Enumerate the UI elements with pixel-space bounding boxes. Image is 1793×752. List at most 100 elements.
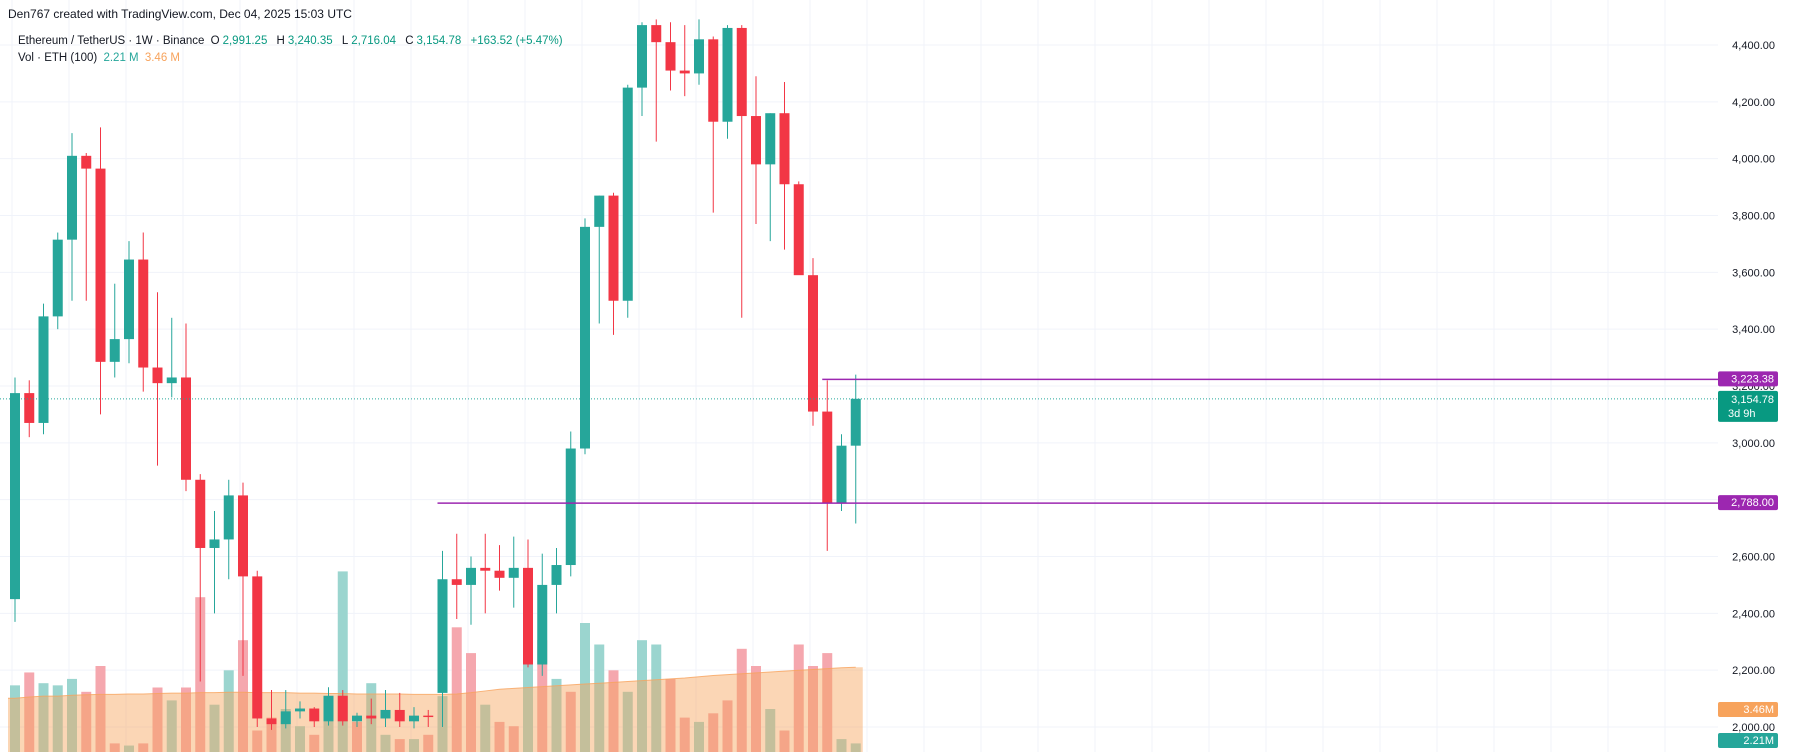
countdown-badge: 3d 9h (1728, 408, 1756, 420)
candle (551, 547, 562, 614)
candle-body (10, 393, 20, 600)
volume-bar (323, 713, 334, 752)
volume-bar (608, 670, 619, 752)
candle-body (309, 708, 320, 722)
open-number: 2,991.25 (222, 35, 268, 47)
volume-bar (565, 691, 576, 752)
volume-bar (10, 685, 20, 752)
candle (466, 556, 476, 625)
candle (451, 533, 462, 620)
candle (537, 553, 548, 676)
candle (836, 434, 847, 512)
candle (195, 474, 206, 682)
candle (295, 701, 305, 719)
candle (95, 127, 106, 415)
candle-body (95, 168, 106, 362)
candle (52, 232, 63, 330)
candle (67, 133, 77, 301)
candle (166, 317, 177, 398)
candle (679, 25, 690, 97)
candle (81, 152, 92, 301)
candle (665, 22, 676, 91)
candle-body (679, 70, 690, 74)
candle-body (722, 27, 733, 122)
volume-bar (494, 721, 505, 752)
candle-body (836, 445, 847, 503)
candle-body (437, 579, 448, 693)
volume-bar (679, 717, 690, 752)
candle-body (466, 567, 476, 585)
volume-bar (508, 726, 519, 752)
volume-bar (665, 678, 676, 752)
volume-bar (95, 666, 106, 752)
volume-last-badge-bg (1718, 733, 1778, 748)
volume-bar (808, 666, 818, 752)
close-label: C (405, 35, 414, 47)
candle-body (280, 711, 291, 725)
horizontal-levels[interactable] (0, 378, 1718, 504)
candle-body (736, 27, 747, 117)
candle-body (24, 393, 35, 423)
volume-bar (124, 745, 134, 752)
candle-body (665, 42, 676, 71)
volume-bar (109, 743, 120, 752)
volume-bar (451, 627, 462, 752)
candle (352, 712, 362, 727)
candle-body (808, 275, 818, 412)
volume-bar (409, 739, 419, 752)
candle (793, 181, 804, 276)
candle (565, 431, 576, 577)
candle (223, 479, 234, 580)
candle (523, 539, 533, 668)
candle (238, 482, 248, 676)
price-tick-label: 3,800.00 (1732, 211, 1775, 223)
low-label: L (341, 35, 349, 47)
candle-body (337, 695, 348, 722)
volume-bar (423, 734, 434, 752)
volume-bar (537, 640, 548, 752)
candles (10, 19, 861, 730)
price-tick-label: 2,600.00 (1732, 552, 1775, 564)
candle (323, 687, 334, 726)
last-price-badge-bg (1718, 390, 1778, 422)
volume-bar (181, 687, 191, 752)
volume-bar (223, 670, 234, 752)
candle (651, 19, 662, 142)
candle-body (480, 567, 491, 571)
candle-body (765, 113, 776, 165)
volume-bar (651, 644, 662, 752)
candle (779, 81, 790, 250)
candle (722, 25, 733, 139)
candle (209, 511, 220, 614)
close-value: C 3,154.78 (405, 35, 464, 47)
candle-body (537, 584, 548, 665)
volume-bar (352, 721, 362, 752)
volume-bar (523, 653, 533, 752)
volume-bar (38, 683, 49, 752)
volume-bar (551, 678, 562, 752)
candle (309, 707, 320, 727)
candle (109, 283, 120, 378)
level-high-badge-bg (1718, 371, 1778, 387)
candle (494, 545, 505, 591)
candle-body (551, 565, 562, 585)
volume-title[interactable]: Vol · ETH (100) (18, 52, 98, 64)
candle (622, 84, 633, 318)
volume-bar (779, 730, 790, 752)
candle (751, 76, 761, 225)
candle (366, 698, 377, 725)
high-label: H (276, 35, 285, 47)
candle-body (195, 479, 206, 548)
candle (694, 19, 704, 85)
candle-body (209, 539, 220, 548)
volume-bar (765, 709, 776, 752)
volume-ma-badge: 3.46M (1743, 704, 1774, 716)
symbol-title[interactable]: Ethereum / TetherUS · 1W · Binance (18, 35, 205, 47)
level-high-badge: 3,223.38 (1731, 373, 1774, 385)
volume-bar (337, 571, 348, 752)
candle-body (295, 708, 305, 712)
candle-body (166, 377, 177, 384)
change-value: +163.52 (+5.47%) (470, 35, 563, 47)
volume-bar (238, 640, 248, 752)
